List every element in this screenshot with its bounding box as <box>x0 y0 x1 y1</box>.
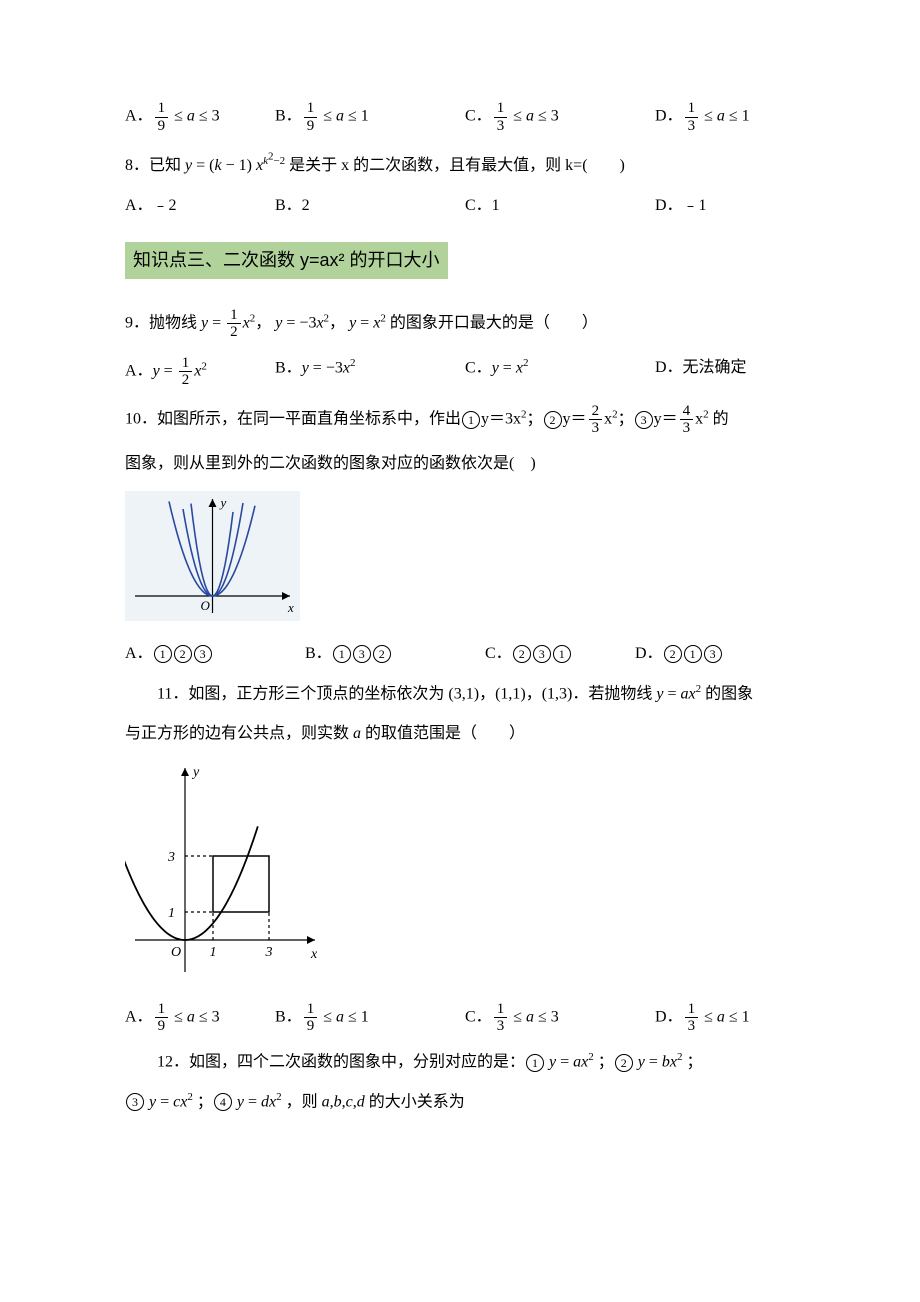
q10-choice-b: B．132 <box>305 641 485 667</box>
q10-choice-a: A．123 <box>125 641 305 667</box>
svg-text:O: O <box>171 945 181 960</box>
svg-text:y: y <box>219 495 227 510</box>
q9-choice-a: A．y = 12x2 <box>125 355 275 389</box>
svg-text:O: O <box>201 598 211 613</box>
svg-text:x: x <box>287 600 294 615</box>
q12-line2: 3 y = cx2 ；4 y = dx2 ，则 a,b,c,d 的大小关系为 <box>125 1089 800 1115</box>
q8-choice-c: C．1 <box>465 193 655 219</box>
q10-choices: A．123 B．132 C．231 D．213 <box>125 641 800 667</box>
q10-figure: Ox y <box>125 491 800 630</box>
q7-choice-d: D．13 ≤ a ≤ 1 <box>655 100 750 134</box>
svg-text:1: 1 <box>168 906 175 921</box>
q7-choice-c: C．13 ≤ a ≤ 3 <box>465 100 655 134</box>
q10-line1: 10．如图所示，在同一平面直角坐标系中，作出1y＝3x2；2y＝23x2；3y＝… <box>125 403 800 437</box>
q7-choices: A．19 ≤ a ≤ 3 B．19 ≤ a ≤ 1 C．13 ≤ a ≤ 3 D… <box>125 100 800 134</box>
svg-text:x: x <box>310 947 318 962</box>
section-3-header: 知识点三、二次函数 y=ax² 的开口大小 <box>125 242 448 279</box>
q11-choice-b: B．19 ≤ a ≤ 1 <box>275 1001 465 1035</box>
q9-choice-d: D．无法确定 <box>655 355 747 389</box>
q7-choice-a: A．19 ≤ a ≤ 3 <box>125 100 275 134</box>
q11-line1: 11．如图，正方形三个顶点的坐标依次为 (3,1)，(1,1)，(1,3)．若抛… <box>125 681 800 707</box>
q7-choice-b: B．19 ≤ a ≤ 1 <box>275 100 465 134</box>
q9-text: 9．抛物线 y = 12x2， y = −3x2， y = x2 的图象开口最大… <box>125 307 800 341</box>
q9-choice-b: B．y = −3x2 <box>275 355 465 389</box>
q8-choices: A．﹣2 B．2 C．1 D．﹣1 <box>125 193 800 219</box>
q12-line1: 12．如图，四个二次函数的图象中，分别对应的是：1 y = ax2 ；2 y =… <box>125 1049 800 1075</box>
q8-text: 8．已知 y = (k − 1) xk2−2 是关于 x 的二次函数，且有最大值… <box>125 148 800 179</box>
svg-text:y: y <box>191 765 200 780</box>
svg-text:3: 3 <box>167 850 175 865</box>
q9-choice-c: C．y = x2 <box>465 355 655 389</box>
q11-choice-d: D．13 ≤ a ≤ 1 <box>655 1001 750 1035</box>
q10-choice-c: C．231 <box>485 641 635 667</box>
q11-choice-a: A．19 ≤ a ≤ 3 <box>125 1001 275 1035</box>
q8-choice-b: B．2 <box>275 193 465 219</box>
q11-choices: A．19 ≤ a ≤ 3 B．19 ≤ a ≤ 1 C．13 ≤ a ≤ 3 D… <box>125 1001 800 1035</box>
q9-choices: A．y = 12x2 B．y = −3x2 C．y = x2 D．无法确定 <box>125 355 800 389</box>
q8-choice-d: D．﹣1 <box>655 193 707 219</box>
svg-text:3: 3 <box>265 945 273 960</box>
q11-figure: Ox y 1 3 1 3 <box>125 760 800 989</box>
svg-text:1: 1 <box>210 945 217 960</box>
q11-choice-c: C．13 ≤ a ≤ 3 <box>465 1001 655 1035</box>
q10-line2: 图象，则从里到外的二次函数的图象对应的函数依次是( ) <box>125 451 800 477</box>
q8-choice-a: A．﹣2 <box>125 193 275 219</box>
q10-choice-d: D．213 <box>635 641 723 667</box>
q11-line2: 与正方形的边有公共点，则实数 a 的取值范围是（ ） <box>125 721 800 747</box>
